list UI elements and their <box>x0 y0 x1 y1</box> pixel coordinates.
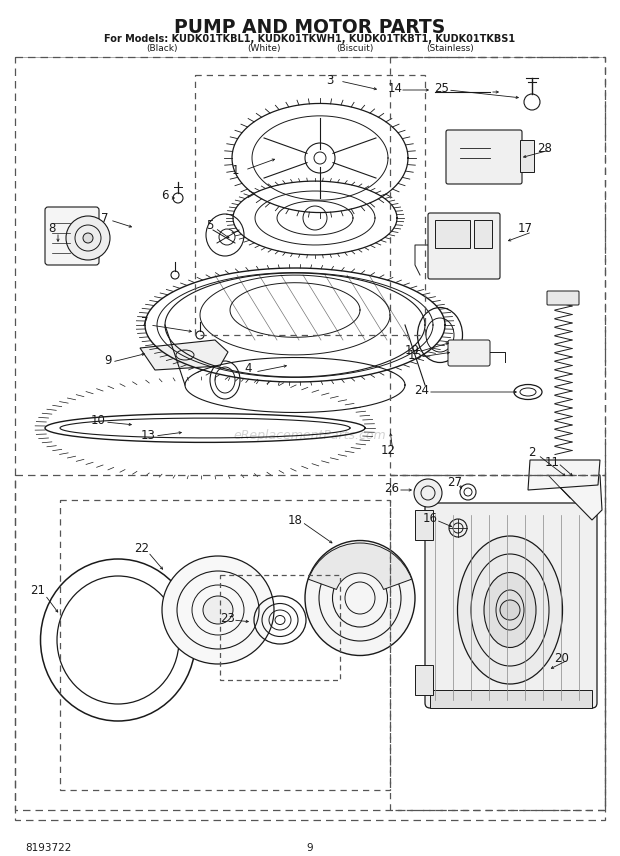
Text: 9: 9 <box>104 354 112 366</box>
Text: 24: 24 <box>415 383 430 396</box>
Text: 18: 18 <box>288 514 303 526</box>
Text: 17: 17 <box>518 222 533 235</box>
FancyBboxPatch shape <box>428 213 500 279</box>
Text: 12: 12 <box>381 443 396 456</box>
Text: 7: 7 <box>101 211 108 224</box>
Ellipse shape <box>162 556 274 664</box>
Text: 4: 4 <box>244 361 252 375</box>
Text: 19: 19 <box>404 343 420 356</box>
FancyBboxPatch shape <box>430 690 592 708</box>
Text: (Biscuit): (Biscuit) <box>336 44 373 53</box>
Text: 28: 28 <box>538 141 552 154</box>
Text: 14: 14 <box>388 81 402 94</box>
FancyBboxPatch shape <box>520 140 534 172</box>
Bar <box>390 475 605 810</box>
FancyBboxPatch shape <box>425 503 597 708</box>
FancyBboxPatch shape <box>415 510 433 540</box>
Text: 11: 11 <box>544 455 559 468</box>
Text: 20: 20 <box>554 651 569 664</box>
Text: 21: 21 <box>30 584 45 597</box>
FancyBboxPatch shape <box>45 207 99 265</box>
Ellipse shape <box>203 596 233 624</box>
Circle shape <box>500 600 520 620</box>
FancyBboxPatch shape <box>446 130 522 184</box>
Text: eReplacementParts.com: eReplacementParts.com <box>234 429 386 442</box>
Ellipse shape <box>305 540 415 656</box>
Text: 27: 27 <box>448 475 463 489</box>
Text: PUMP AND MOTOR PARTS: PUMP AND MOTOR PARTS <box>174 18 446 37</box>
Text: 15: 15 <box>407 348 422 361</box>
Wedge shape <box>308 543 412 590</box>
Circle shape <box>414 479 442 507</box>
Text: 26: 26 <box>384 482 399 495</box>
Text: 16: 16 <box>422 512 438 525</box>
FancyBboxPatch shape <box>448 340 490 366</box>
Text: 23: 23 <box>221 611 236 625</box>
Text: (Black): (Black) <box>147 44 178 53</box>
Text: 2: 2 <box>528 445 536 459</box>
Circle shape <box>83 233 93 243</box>
Text: 1: 1 <box>231 163 239 176</box>
Polygon shape <box>140 340 228 370</box>
Text: 9: 9 <box>307 843 313 853</box>
Ellipse shape <box>484 573 536 647</box>
Text: 3: 3 <box>326 74 334 86</box>
Text: 6: 6 <box>161 188 169 201</box>
FancyBboxPatch shape <box>415 665 433 695</box>
Polygon shape <box>548 475 602 520</box>
Text: (Stainless): (Stainless) <box>426 44 474 53</box>
Text: 22: 22 <box>135 542 149 555</box>
Ellipse shape <box>458 536 562 684</box>
Text: 7: 7 <box>141 316 149 329</box>
Circle shape <box>66 216 110 260</box>
Bar <box>15 57 605 820</box>
FancyBboxPatch shape <box>547 291 579 305</box>
Bar <box>220 575 340 680</box>
Text: 8193722: 8193722 <box>25 843 71 853</box>
Text: 13: 13 <box>141 429 156 442</box>
FancyBboxPatch shape <box>435 220 470 248</box>
FancyBboxPatch shape <box>474 220 492 248</box>
Bar <box>390 57 605 475</box>
Polygon shape <box>528 460 600 490</box>
Text: 5: 5 <box>206 218 214 231</box>
Text: (White): (White) <box>247 44 280 53</box>
Text: For Models: KUDK01TKBL1, KUDK01TKWH1, KUDK01TKBT1, KUDK01TKBS1: For Models: KUDK01TKBL1, KUDK01TKWH1, KU… <box>104 34 516 44</box>
Bar <box>15 475 605 810</box>
Bar <box>195 75 425 335</box>
Text: 8: 8 <box>48 222 56 235</box>
Bar <box>60 500 390 790</box>
Text: 10: 10 <box>91 413 105 426</box>
Text: 25: 25 <box>435 81 449 94</box>
